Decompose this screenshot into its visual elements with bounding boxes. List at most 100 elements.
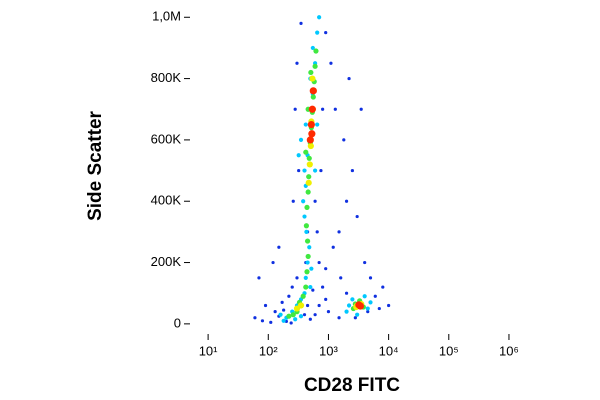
point bbox=[337, 230, 341, 234]
point bbox=[321, 285, 325, 289]
point bbox=[365, 306, 370, 311]
point bbox=[317, 15, 322, 20]
x-axis-label: CD28 FITC bbox=[304, 375, 400, 396]
y-tick-label: 800K bbox=[151, 70, 182, 85]
point bbox=[313, 168, 318, 173]
y-tick-label: 0 bbox=[174, 315, 181, 330]
point bbox=[307, 245, 312, 250]
point bbox=[303, 149, 309, 155]
point bbox=[304, 204, 310, 210]
point bbox=[387, 303, 391, 308]
x-tick-label: 10⁶ bbox=[499, 343, 519, 358]
point bbox=[291, 199, 295, 203]
point bbox=[350, 168, 354, 173]
point bbox=[278, 312, 283, 317]
point bbox=[355, 312, 360, 317]
point bbox=[308, 69, 314, 76]
point bbox=[373, 294, 377, 298]
point bbox=[324, 297, 328, 301]
point bbox=[359, 107, 363, 111]
point bbox=[381, 285, 385, 289]
point bbox=[337, 316, 341, 320]
y-tick-label: 200K bbox=[151, 254, 182, 269]
point bbox=[308, 130, 316, 138]
point bbox=[260, 319, 265, 323]
x-tick-label: 10² bbox=[259, 343, 278, 358]
point bbox=[305, 189, 311, 195]
point bbox=[299, 21, 303, 25]
point bbox=[315, 230, 319, 234]
point bbox=[311, 288, 315, 292]
x-tick-label: 10⁴ bbox=[379, 343, 399, 358]
point bbox=[303, 284, 309, 290]
point bbox=[257, 276, 261, 280]
point bbox=[286, 313, 292, 319]
point bbox=[300, 293, 306, 299]
point bbox=[356, 302, 365, 310]
point bbox=[350, 297, 355, 302]
point bbox=[344, 199, 349, 203]
point bbox=[310, 45, 315, 51]
point bbox=[295, 61, 299, 65]
point bbox=[315, 30, 320, 35]
point bbox=[377, 306, 381, 311]
y-tick-label: 1,0M bbox=[152, 9, 181, 24]
x-tick-label: 10³ bbox=[319, 343, 338, 358]
point bbox=[329, 61, 333, 65]
point bbox=[290, 285, 294, 289]
point bbox=[295, 276, 299, 280]
point bbox=[315, 122, 320, 127]
point bbox=[289, 321, 293, 325]
point bbox=[317, 303, 321, 308]
point bbox=[324, 267, 328, 271]
point bbox=[269, 320, 273, 324]
y-axis-label: Side Scatter bbox=[85, 110, 106, 220]
point bbox=[368, 276, 373, 280]
point bbox=[306, 155, 312, 161]
point bbox=[297, 302, 305, 309]
point bbox=[263, 303, 268, 308]
y-tick-label: 600K bbox=[151, 131, 182, 146]
point bbox=[305, 260, 310, 265]
point bbox=[324, 30, 328, 35]
point bbox=[281, 318, 286, 323]
point bbox=[293, 107, 297, 111]
point bbox=[326, 310, 331, 314]
point bbox=[309, 266, 314, 271]
point bbox=[305, 303, 310, 308]
point bbox=[306, 136, 314, 144]
point bbox=[362, 294, 367, 299]
point bbox=[298, 137, 304, 143]
point bbox=[302, 214, 307, 219]
point bbox=[308, 105, 316, 113]
point bbox=[293, 317, 298, 322]
point bbox=[313, 313, 317, 317]
point bbox=[303, 275, 308, 280]
point bbox=[346, 303, 352, 308]
point bbox=[271, 260, 275, 265]
x-tick-label: 10⁵ bbox=[439, 343, 459, 358]
point bbox=[355, 214, 359, 219]
point bbox=[298, 314, 304, 319]
point bbox=[319, 168, 323, 173]
point bbox=[287, 294, 291, 298]
point bbox=[305, 253, 311, 260]
point bbox=[306, 161, 313, 168]
point bbox=[308, 317, 312, 321]
point bbox=[306, 174, 312, 180]
point bbox=[310, 94, 316, 100]
point bbox=[302, 313, 307, 317]
point bbox=[344, 291, 349, 295]
point bbox=[333, 107, 337, 111]
point bbox=[253, 316, 257, 320]
point bbox=[296, 153, 301, 158]
point bbox=[339, 276, 343, 280]
point bbox=[304, 229, 309, 234]
point bbox=[368, 300, 373, 305]
point bbox=[304, 269, 310, 275]
point bbox=[273, 310, 277, 314]
point bbox=[282, 308, 286, 312]
y-tick-label: 400K bbox=[151, 193, 182, 208]
point bbox=[302, 168, 307, 173]
